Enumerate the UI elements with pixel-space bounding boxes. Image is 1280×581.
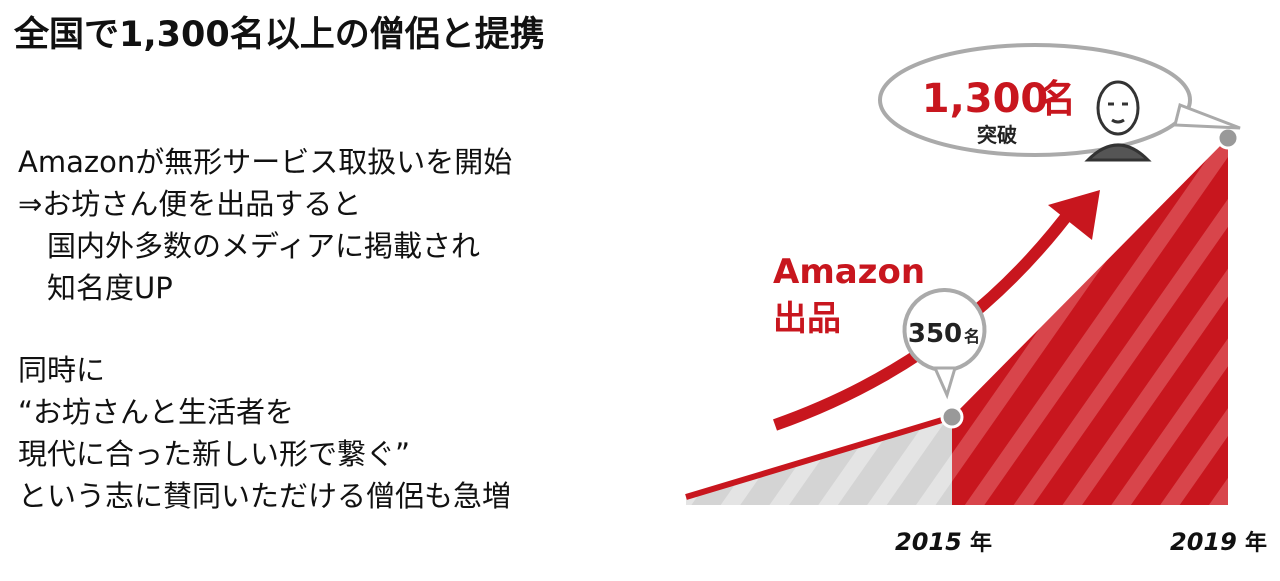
text-line: 知名度UP xyxy=(18,271,173,305)
text-line: ⇒お坊さん便を出品すると xyxy=(18,187,362,221)
top-sub: 突破 xyxy=(977,123,1017,147)
title: 全国で1,300名以上の僧侶と提携 xyxy=(14,15,545,55)
point xyxy=(940,405,964,429)
paragraph: 同時に “お坊さんと生活者を 現代に合った新しい形で繋ぐ” という志に賛同いただ… xyxy=(18,349,511,517)
year-unit: 年 xyxy=(970,530,992,556)
text-line: Amazonが無形サービス取扱いを開始 xyxy=(18,145,513,179)
top-unit: 名 xyxy=(1038,77,1076,121)
trend-line xyxy=(685,414,953,500)
mid-number: 350 xyxy=(908,319,962,349)
top-number: 1,300 xyxy=(922,76,1049,122)
area-after xyxy=(952,138,1228,505)
annotation: Amazon xyxy=(773,252,925,292)
bubble-tail xyxy=(932,366,958,400)
year-unit: 年 xyxy=(1245,530,1267,556)
text-line: 同時に xyxy=(18,353,106,387)
point xyxy=(1216,126,1240,150)
paragraph: Amazonが無形サービス取扱いを開始 ⇒お坊さん便を出品すると 国内外多数のメ… xyxy=(18,141,512,309)
annotation: 出品 xyxy=(773,299,841,339)
year: 2019 xyxy=(1170,528,1237,556)
monk-icon xyxy=(1084,80,1152,162)
mid-unit: 名 xyxy=(964,327,980,346)
bubble-tail xyxy=(1173,102,1241,130)
text-line: 国内外多数のメディアに掲載され xyxy=(18,229,480,263)
arrow-head xyxy=(1048,190,1100,240)
text-line: 現代に合った新しい形で繋ぐ” xyxy=(18,437,411,471)
year: 2015 xyxy=(895,528,962,556)
text-line: “お坊さんと生活者を xyxy=(18,395,295,429)
text-line: という志に賛同いただける僧侶も急増 xyxy=(18,479,512,513)
